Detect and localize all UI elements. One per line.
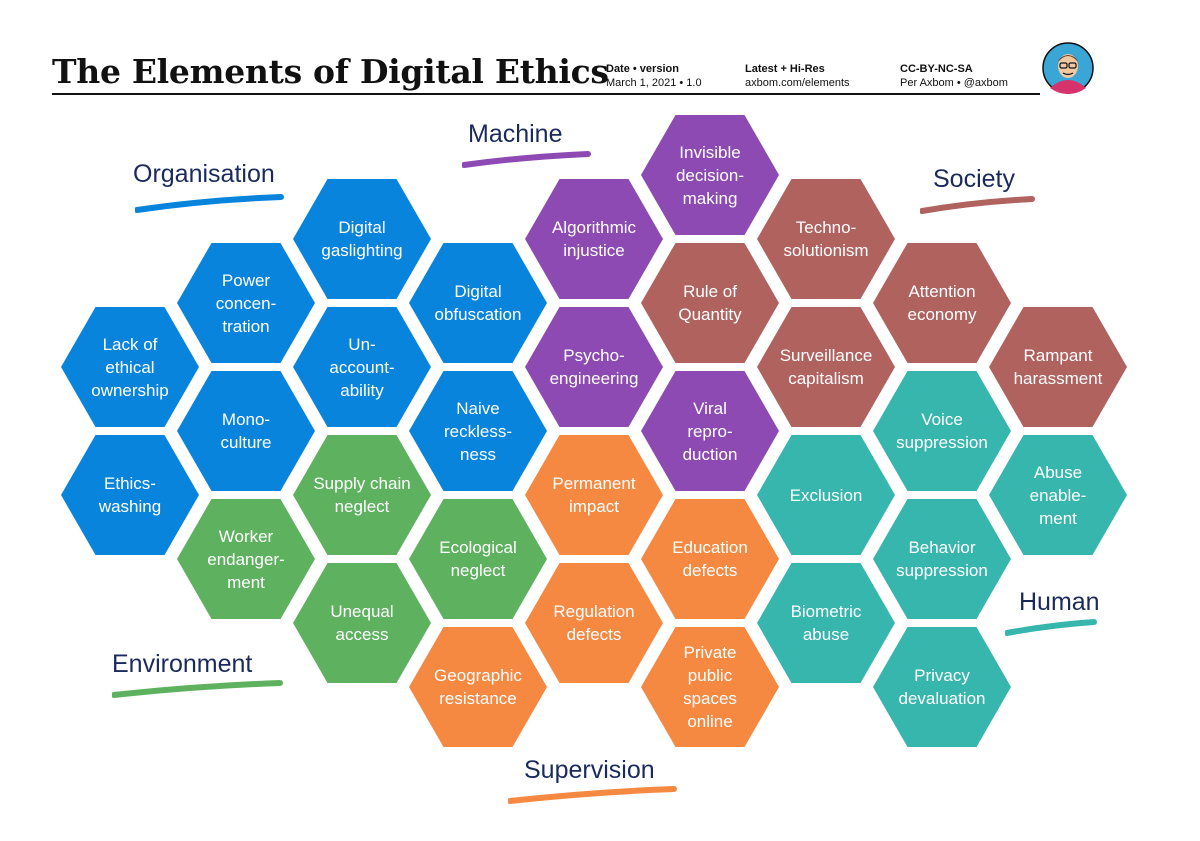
hex-attention-economy: Attention economy <box>873 243 1011 363</box>
hex-monoculture: Mono- culture <box>177 371 315 491</box>
human-underline-stroke <box>1005 619 1097 636</box>
hex-label: Education defects <box>672 538 748 580</box>
hex-label: Algorithmic injustice <box>551 218 637 260</box>
meta-value: axbom.com/elements <box>745 77 850 89</box>
hex-education-defects: Education defects <box>641 499 779 619</box>
hex-label: Unequal access <box>330 602 394 644</box>
hex-label: Surveillance capitalism <box>779 346 873 388</box>
hex-unaccountability: Un- account- ability <box>293 307 431 427</box>
hex-supply-chain-neglect: Supply chain neglect <box>293 435 431 555</box>
hex-behavior-suppression: Behavior suppression <box>873 499 1011 619</box>
supervision-underline-stroke <box>508 786 677 804</box>
hex-surveillance-capitalism: Surveillance capitalism <box>757 307 895 427</box>
hex-label: Rule of Quantity <box>678 282 742 324</box>
hex-label: Naive reckless- ness <box>443 398 512 464</box>
hex-algorithmic-injustice: Algorithmic injustice <box>525 179 663 299</box>
hex-label: Privacy devaluation <box>898 666 986 708</box>
meta-label: Latest + Hi-Res <box>745 63 825 75</box>
hex-label: Ethics- washing <box>98 474 162 516</box>
hex-ethics-washing: Ethics- washing <box>61 435 199 555</box>
hex-techno-solutionism: Techno- solutionism <box>757 179 895 299</box>
meta-date-version: Date • version March 1, 2021 • 1.0 <box>606 62 702 90</box>
meta-value: Per Axbom • @axbom <box>900 77 1008 89</box>
hex-biometric-abuse: Biometric abuse <box>757 563 895 683</box>
hex-permanent-impact: Permanent impact <box>525 435 663 555</box>
hex-ecological-neglect: Ecological neglect <box>409 499 547 619</box>
category-label-society: Society <box>933 165 1015 193</box>
hex-label: Viral repro- duction <box>682 398 738 464</box>
organisation-underline-stroke <box>135 194 284 213</box>
hex-invisible-decision-making: Invisible decision- making <box>641 115 779 235</box>
hex-private-public-spaces-online: Private public spaces online <box>641 627 779 747</box>
hex-label: Power concen- tration <box>215 270 277 336</box>
hex-abuse-enablement: Abuse enable- ment <box>989 435 1127 555</box>
hex-label: Behavior suppression <box>896 538 988 580</box>
hex-label: Digital gaslighting <box>321 218 403 260</box>
hex-label: Lack of ethical ownership <box>91 334 169 400</box>
page-title: The Elements of Digital Ethics <box>52 52 609 91</box>
hex-label: Worker endanger- ment <box>207 526 285 592</box>
hex-lack-of-ethical-ownership: Lack of ethical ownership <box>61 307 199 427</box>
hex-label: Mono- culture <box>220 410 272 452</box>
hex-psycho-engineering: Psycho- engineering <box>525 307 663 427</box>
meta-value: March 1, 2021 • 1.0 <box>606 77 702 89</box>
hex-label: Supply chain neglect <box>313 474 411 516</box>
hex-label: Geographic resistance <box>434 666 522 708</box>
society-underline-stroke <box>920 196 1035 214</box>
hex-rampant-harassment: Rampant harassment <box>989 307 1127 427</box>
hex-rule-of-quantity: Rule of Quantity <box>641 243 779 363</box>
hex-label: Biometric abuse <box>790 602 862 644</box>
hex-label: Rampant harassment <box>1013 346 1103 388</box>
hex-power-concentration: Power concen- tration <box>177 243 315 363</box>
meta-label: CC-BY-NC-SA <box>900 63 973 75</box>
hex-digital-obfuscation: Digital obfuscation <box>409 243 547 363</box>
hex-label: Regulation defects <box>553 602 635 644</box>
machine-underline-stroke <box>462 151 591 168</box>
category-label-organisation: Organisation <box>133 160 275 188</box>
hex-label: Permanent impact <box>552 474 636 516</box>
hex-label: Attention economy <box>907 282 977 324</box>
hex-label: Un- account- ability <box>329 334 395 400</box>
hex-label: Voice suppression <box>896 410 988 452</box>
hex-digital-gaslighting: Digital gaslighting <box>293 179 431 299</box>
hex-viral-reproduction: Viral repro- duction <box>641 371 779 491</box>
hex-label: Exclusion <box>789 485 863 505</box>
meta-license: CC-BY-NC-SA Per Axbom • @axbom <box>900 62 1008 90</box>
environment-underline-stroke <box>112 680 283 698</box>
author-avatar-icon <box>1042 42 1094 94</box>
meta-label: Date • version <box>606 63 679 75</box>
hex-voice-suppression: Voice suppression <box>873 371 1011 491</box>
title-rule <box>52 93 1040 95</box>
hex-label: Invisible decision- making <box>675 142 745 208</box>
category-label-machine: Machine <box>468 120 563 148</box>
hex-unequal-access: Unequal access <box>293 563 431 683</box>
hex-label: Techno- solutionism <box>783 218 869 260</box>
hex-privacy-devaluation: Privacy devaluation <box>873 627 1011 747</box>
hex-label: Digital obfuscation <box>434 282 522 324</box>
meta-latest: Latest + Hi-Res axbom.com/elements <box>745 62 850 90</box>
hex-worker-endangerment: Worker endanger- ment <box>177 499 315 619</box>
hex-label: Ecological neglect <box>439 538 517 580</box>
category-label-supervision: Supervision <box>524 756 655 784</box>
hex-label: Private public spaces online <box>683 643 737 731</box>
hex-naive-recklessness: Naive reckless- ness <box>409 371 547 491</box>
category-label-environment: Environment <box>112 650 253 678</box>
category-label-human: Human <box>1019 588 1100 616</box>
hex-label: Psycho- engineering <box>549 346 639 388</box>
hex-geographic-resistance: Geographic resistance <box>409 627 547 747</box>
hex-exclusion: Exclusion <box>757 435 895 555</box>
hex-label: Abuse enable- ment <box>1029 462 1087 528</box>
hex-regulation-defects: Regulation defects <box>525 563 663 683</box>
